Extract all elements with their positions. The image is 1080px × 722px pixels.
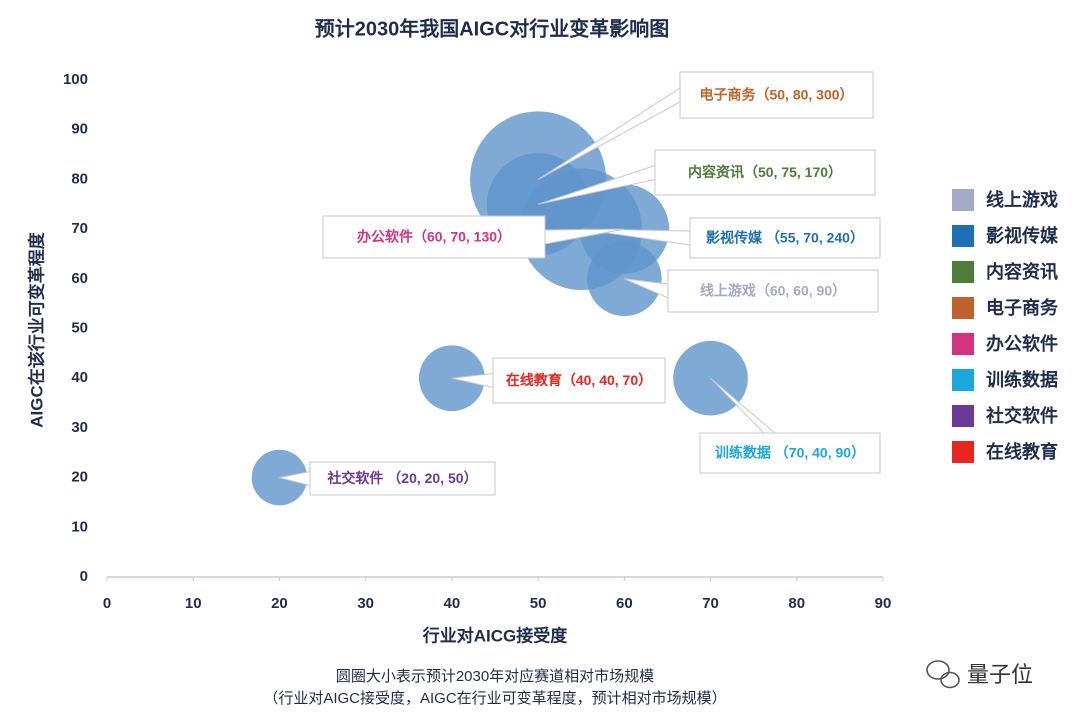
legend-swatch — [952, 333, 974, 355]
data-label: 办公软件（60, 70, 130） — [357, 229, 511, 245]
legend-swatch — [952, 189, 974, 211]
data-label: 社交软件 （20, 20, 50） — [326, 470, 477, 486]
data-label: 训练数据 （70, 40, 90） — [715, 445, 865, 461]
legend-label: 在线教育 — [986, 441, 1058, 462]
callout-box — [492, 357, 666, 404]
data-label: 内容资讯（50, 75, 170） — [688, 164, 842, 180]
watermark: 量子位 — [967, 662, 1033, 687]
x-tick-label: 20 — [271, 595, 288, 612]
callout-box — [689, 217, 881, 259]
callout-box — [667, 269, 879, 313]
x-tick-label: 90 — [875, 595, 892, 612]
legend-swatch — [952, 225, 974, 247]
y-tick-label: 40 — [71, 369, 88, 386]
chart-title: 预计2030年我国AIGC对行业变革影响图 — [315, 16, 670, 40]
legend-label: 训练数据 — [986, 369, 1058, 390]
callout-box — [309, 461, 496, 496]
legend-label: 电子商务 — [986, 297, 1059, 318]
data-label: 线上游戏（60, 60, 90） — [700, 283, 846, 299]
y-tick-label: 70 — [71, 220, 88, 237]
legend-swatch — [952, 261, 974, 283]
x-tick-label: 10 — [185, 595, 202, 612]
callout-box — [654, 149, 876, 196]
y-tick-label: 0 — [80, 568, 88, 585]
x-tick-label: 60 — [616, 595, 633, 612]
legend-swatch — [952, 441, 974, 463]
watermark-icon — [926, 660, 960, 689]
y-tick-label: 20 — [71, 469, 88, 486]
legend-label: 社交软件 — [986, 405, 1058, 426]
y-tick-label: 80 — [71, 170, 88, 187]
y-tick-label: 50 — [71, 319, 88, 336]
legend-label: 影视传媒 — [986, 225, 1059, 246]
legend-swatch — [952, 369, 974, 391]
x-axis-title: 行业对AICG接受度 — [422, 625, 568, 645]
x-tick-label: 30 — [357, 595, 374, 612]
y-tick-label: 10 — [71, 518, 88, 535]
legend-swatch — [952, 297, 974, 319]
data-label: 在线教育（40, 40, 70） — [506, 372, 652, 388]
legend-label: 线上游戏 — [986, 189, 1058, 210]
data-label: 电子商务（50, 80, 300） — [699, 87, 853, 103]
legend-swatch — [952, 405, 974, 427]
x-tick-label: 50 — [530, 595, 547, 612]
x-tick-label: 40 — [444, 595, 461, 612]
y-axis-title: AIGC在该行业可变革程度 — [26, 231, 46, 427]
x-tick-label: 80 — [788, 595, 805, 612]
y-tick-label: 100 — [63, 71, 88, 88]
y-tick-label: 90 — [71, 121, 88, 138]
note: 圆圈大小表示预计2030年对应赛道相对市场规模 — [336, 667, 654, 685]
legend-label: 内容资讯 — [986, 261, 1058, 282]
x-tick-label: 0 — [103, 595, 111, 612]
note: （行业对AIGC接受度，AIGC在行业可变革程度，预计相对市场规模） — [263, 690, 726, 707]
x-tick-label: 70 — [702, 595, 719, 612]
y-tick-label: 60 — [71, 270, 88, 287]
callout-box — [679, 71, 874, 119]
callout-box — [322, 215, 546, 259]
legend-label: 办公软件 — [986, 333, 1058, 354]
y-tick-label: 30 — [71, 419, 88, 436]
data-label: 影视传媒 （55, 70, 240） — [706, 230, 864, 246]
callout-box — [699, 432, 881, 474]
